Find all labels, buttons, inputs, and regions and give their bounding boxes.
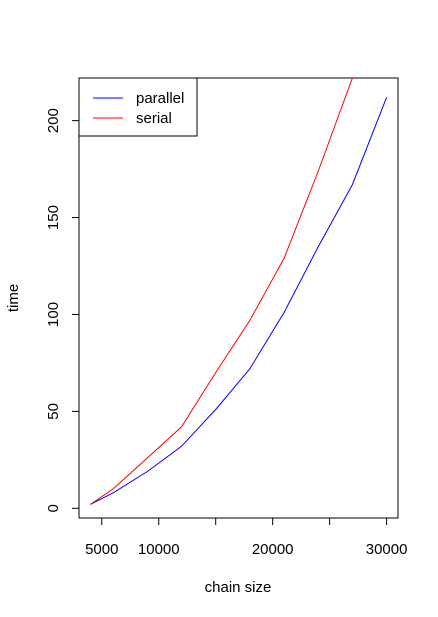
series-line-parallel: [90, 97, 388, 505]
y-tick-label: 0: [45, 504, 62, 512]
x-tick-label: 20000: [252, 541, 294, 558]
y-tick-label: 200: [45, 108, 62, 133]
series-line-serial: [90, 78, 353, 505]
y-tick-label: 50: [45, 403, 62, 420]
series-lines: [90, 78, 388, 505]
x-axis: 5000 10000 20000 30000: [85, 518, 407, 558]
legend-label-serial: serial: [136, 110, 172, 127]
y-tick-label: 100: [45, 302, 62, 327]
legend: parallel serial: [78, 77, 198, 137]
x-tick-label: 10000: [138, 541, 180, 558]
legend-box: [78, 77, 198, 137]
legend-label-parallel: parallel: [136, 90, 184, 107]
x-tick-label: 30000: [366, 541, 408, 558]
y-axis: 0 50 100 150 200: [45, 108, 79, 512]
x-tick-label: 5000: [85, 541, 118, 558]
plot-area-border: [78, 77, 399, 519]
x-axis-label: chain size: [205, 579, 272, 596]
y-tick-label: 150: [45, 205, 62, 230]
y-axis-label: time: [5, 284, 22, 312]
